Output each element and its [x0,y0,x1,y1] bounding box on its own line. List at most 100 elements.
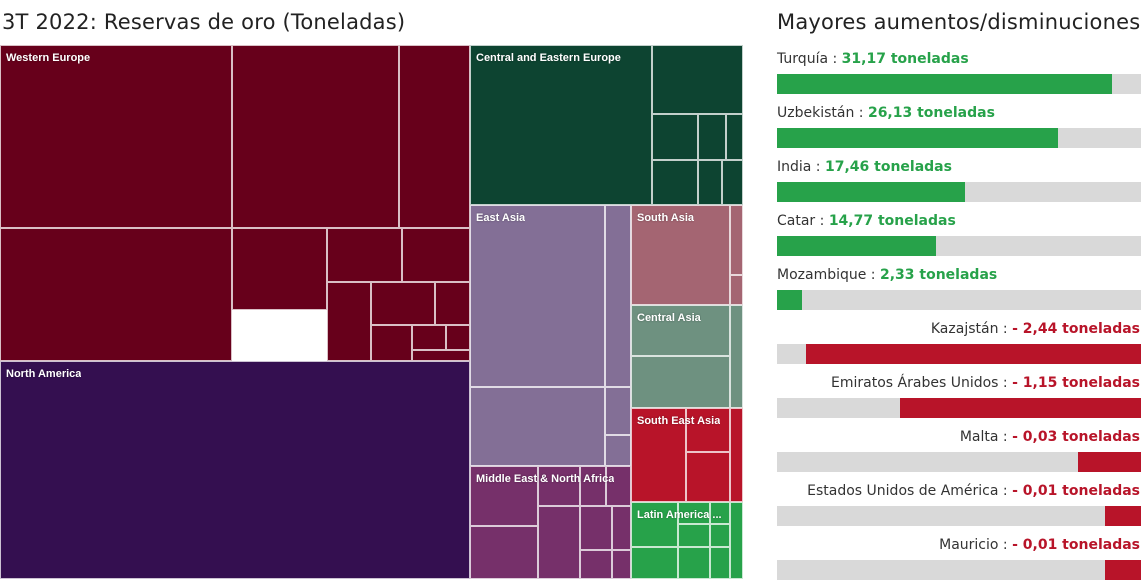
value-label: 14,77 toneladas [828,213,956,229]
treemap-tile[interactable] [327,228,402,282]
treemap-tile[interactable] [698,160,722,205]
country-name: India [777,159,812,175]
treemap-tile[interactable] [652,45,743,114]
treemap-tile[interactable] [710,524,730,547]
treemap-tile[interactable] [371,282,435,325]
treemap-tile[interactable] [686,408,730,452]
treemap-tile[interactable] [580,550,612,579]
treemap-tile[interactable] [371,325,412,361]
treemap-tile[interactable] [678,524,710,547]
bar-track [777,236,1141,256]
treemap-tile[interactable] [710,502,730,524]
treemap-tile[interactable] [470,466,538,526]
treemap-tile[interactable] [652,114,698,160]
treemap-tile[interactable] [730,275,743,305]
label-separator: : [811,159,825,175]
treemap-tile[interactable] [446,325,470,350]
bar-label: Uzbekistán : 26,13 toneladas [777,105,995,121]
treemap-tile[interactable] [631,305,730,356]
treemap-tile[interactable] [686,452,730,502]
treemap-tile[interactable] [678,502,710,524]
region-label: South East Asia [637,415,721,427]
bar-item: Mozambique : 2,33 toneladas [777,261,1141,315]
treemap-tile[interactable] [470,45,652,205]
bar-track [777,560,1141,580]
label-separator: : [866,267,880,283]
bar-item: Kazajstán : - 2,44 toneladas [777,315,1141,369]
bar-item: Uzbekistán : 26,13 toneladas [777,99,1141,153]
treemap-tile[interactable] [698,114,726,160]
treemap-tile[interactable] [402,228,470,282]
decrease-bar [806,344,1141,364]
bar-item: Catar : 14,77 toneladas [777,207,1141,261]
treemap-title: 3T 2022: Reservas de oro (Toneladas) [2,10,406,34]
value-label: 26,13 toneladas [867,105,995,121]
treemap-tile[interactable] [730,305,743,408]
treemap-tile[interactable] [631,408,686,502]
bar-label: Mozambique : 2,33 toneladas [777,267,997,283]
treemap-tile[interactable] [730,502,743,579]
treemap-tile[interactable] [412,350,470,361]
treemap-tile[interactable] [612,506,631,550]
treemap-tile[interactable] [470,387,605,466]
value-label: - 0,01 toneladas [1012,537,1140,553]
treemap-tile[interactable] [412,325,446,350]
bar-track [777,74,1141,94]
treemap-tile[interactable] [470,205,605,387]
treemap-tile[interactable] [605,435,631,466]
country-name: Catar [777,213,816,229]
treemap-tile[interactable] [538,466,580,506]
treemap-tile[interactable] [0,361,470,579]
bars-title: Mayores aumentos/disminuciones [777,10,1141,34]
treemap-tile[interactable] [0,45,232,228]
treemap-tile[interactable] [232,228,327,310]
treemap-tile[interactable] [580,506,612,550]
treemap-tile[interactable] [730,408,743,502]
treemap-tile[interactable] [612,550,631,579]
treemap-tile[interactable] [435,282,470,325]
country-name: Turquía [777,51,829,67]
country-name: Uzbekistán [777,105,855,121]
treemap-tile[interactable] [470,526,538,579]
treemap-tile[interactable] [730,205,743,275]
value-label: - 0,01 toneladas [1012,483,1140,499]
value-label: - 1,15 toneladas [1012,375,1140,391]
bar-label: Mauricio : - 0,01 toneladas [939,537,1140,553]
label-separator: : [998,429,1013,445]
label-separator: : [998,483,1013,499]
region-label: Middle East & North Africa [476,473,615,485]
treemap-tile[interactable] [631,547,678,579]
treemap-tile[interactable] [399,45,470,228]
treemap-tile[interactable] [631,356,730,408]
treemap-tile[interactable] [580,466,606,506]
bar-track [777,290,1141,310]
bar-track [777,452,1141,472]
treemap-tile[interactable] [605,205,631,387]
country-name: Mozambique [777,267,867,283]
treemap-tile[interactable] [678,547,710,579]
country-name: Kazajstán [930,321,999,337]
increase-bar [777,290,803,310]
increase-bar [777,182,965,202]
treemap-tile[interactable] [606,466,631,506]
country-name: Estados Unidos de América [807,483,999,499]
treemap-tile[interactable] [631,502,678,547]
label-separator: : [998,375,1013,391]
treemap-tile[interactable] [726,114,743,160]
bar-label: Turquía : 31,17 toneladas [777,51,969,67]
treemap-tile[interactable] [710,547,730,579]
bar-label: Malta : - 0,03 toneladas [960,429,1140,445]
treemap-tile[interactable] [631,205,730,305]
treemap-tile[interactable] [538,506,580,579]
label-separator: : [854,105,868,121]
treemap-tile[interactable] [232,45,399,228]
treemap-tile[interactable] [605,387,631,435]
treemap-tile[interactable] [0,228,232,361]
increase-bar [777,236,936,256]
treemap-tile[interactable] [652,160,698,205]
decrease-bar [900,398,1141,418]
treemap-tile[interactable] [722,160,743,205]
increase-bar [777,74,1112,94]
bar-label: Catar : 14,77 toneladas [777,213,956,229]
treemap-tile[interactable] [327,282,371,361]
